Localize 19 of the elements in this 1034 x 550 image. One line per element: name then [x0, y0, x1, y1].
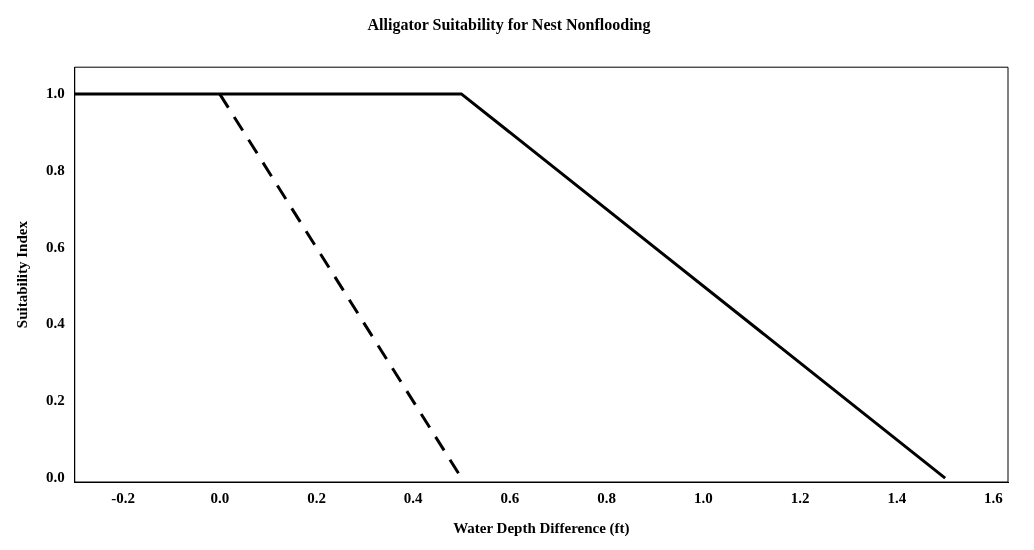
- chart-title: Alligator Suitability for Nest Nonflooding: [367, 15, 651, 34]
- x-tick-label: 1.6: [984, 489, 1004, 506]
- x-tick-label: -0.2: [111, 489, 135, 506]
- x-tick-label: 0.0: [210, 489, 230, 506]
- x-tick-label: 1.0: [693, 489, 713, 506]
- y-tick-label: 0.8: [46, 161, 65, 178]
- x-tick-label: 0.4: [403, 489, 424, 506]
- y-tick-label: 0.4: [46, 315, 66, 332]
- x-tick-label: 1.4: [887, 489, 907, 506]
- y-tick-label: 1.0: [46, 84, 65, 101]
- x-tick-label: 1.2: [790, 489, 810, 506]
- y-tick-label: 0.2: [46, 392, 65, 409]
- x-axis-title: Water Depth Difference (ft): [453, 519, 630, 537]
- y-tick-label: 0.6: [46, 238, 66, 255]
- x-tick-label: 0.8: [597, 489, 617, 506]
- y-axis-title: Suitability Index: [13, 220, 30, 329]
- x-tick-label: 0.6: [500, 489, 520, 506]
- y-tick-label: 0.0: [46, 469, 65, 486]
- x-tick-label: 0.2: [307, 489, 326, 506]
